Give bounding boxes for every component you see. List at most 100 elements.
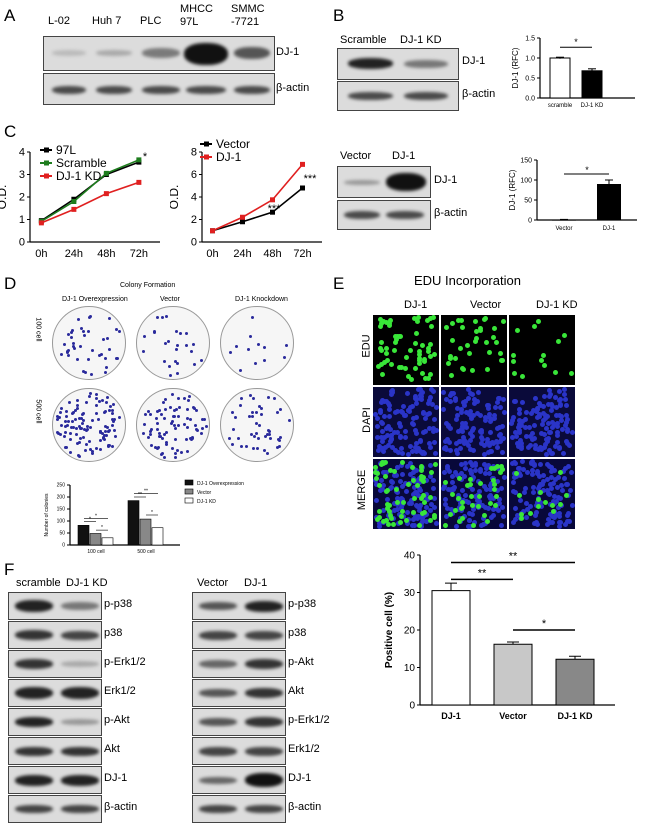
nucleus [541, 488, 547, 494]
y-tick-label: 20 [404, 625, 416, 636]
colony-dot [177, 424, 181, 428]
y-axis-label: O.D. [0, 185, 9, 210]
nucleus [562, 423, 568, 429]
bar [139, 518, 152, 546]
nucleus [517, 422, 523, 428]
nucleus [549, 408, 555, 414]
nucleus [518, 498, 524, 504]
nucleus [527, 434, 533, 440]
chart-d-colonies: 0 50 100 150 200 250 Number of colonies 100 cel… [44, 479, 244, 555]
nucleus [378, 399, 384, 405]
colony-dot [110, 408, 114, 412]
colony-dot [91, 452, 95, 456]
colony-dot [249, 335, 253, 339]
nucleus [543, 451, 549, 457]
x-tick-label: DJ-1 KD [557, 711, 593, 721]
row-label: β-actin [104, 801, 138, 813]
edu-cell [374, 470, 380, 476]
nucleus [460, 429, 466, 435]
nucleus [400, 502, 406, 508]
colony-dot [239, 445, 243, 449]
blot-strip [192, 737, 286, 765]
nucleus [386, 402, 392, 408]
edu-cell [423, 376, 429, 382]
sig-marker: ** [138, 492, 142, 498]
colony-dot [104, 365, 108, 369]
nucleus [413, 430, 419, 436]
colony-dot [173, 451, 177, 455]
edu-cell [394, 337, 400, 343]
data-point [71, 206, 77, 212]
edu-cell [421, 510, 427, 516]
nucleus [410, 416, 416, 422]
micrograph [509, 459, 575, 529]
nucleus [414, 396, 420, 402]
blot-strip [8, 621, 102, 649]
colony-dot [187, 395, 191, 399]
nucleus [455, 507, 461, 513]
nucleus [498, 439, 504, 445]
nucleus [541, 403, 547, 409]
nucleus [552, 394, 558, 400]
nucleus [459, 421, 465, 427]
edu-cell [500, 319, 506, 325]
edu-cell [452, 355, 458, 361]
x-tick-label: 72h [130, 248, 148, 260]
x-tick-label: DJ-1 [441, 711, 461, 721]
nucleus [413, 449, 419, 455]
colony-dot [150, 428, 154, 432]
nucleus [529, 460, 535, 466]
blot-strip [192, 795, 286, 823]
edu-cell [420, 370, 426, 376]
sig-marker: ** [478, 567, 487, 579]
nucleus [383, 444, 389, 450]
nucleus [488, 430, 494, 436]
nucleus [413, 445, 419, 451]
nucleus [566, 510, 572, 516]
band [199, 602, 237, 610]
bar [581, 70, 603, 99]
band [61, 630, 99, 640]
nucleus [475, 497, 481, 503]
colony-dish [220, 306, 294, 380]
nucleus [452, 395, 458, 401]
edu-cell [493, 339, 499, 345]
nucleus [490, 475, 496, 481]
edu-title: EDU Incorporation [414, 273, 521, 288]
colony-dot [175, 448, 179, 452]
y-tick-label: 4 [191, 192, 197, 204]
nucleus [545, 522, 551, 528]
y-tick-label: 1 [19, 214, 25, 226]
nucleus [379, 477, 385, 483]
edu-cell [518, 516, 524, 522]
nucleus [537, 400, 543, 406]
nucleus [515, 513, 521, 519]
nucleus [494, 505, 500, 511]
edu-cell [558, 470, 564, 476]
edu-cell [418, 464, 424, 470]
sig-marker: *** [304, 173, 318, 185]
colony-dot [115, 357, 119, 361]
nucleus [509, 434, 515, 440]
colony-dot [64, 415, 68, 419]
colony-dot [164, 315, 168, 319]
edu-cell [458, 345, 464, 351]
legend-label: Vector [216, 137, 250, 151]
nucleus [490, 496, 496, 502]
nucleus [384, 432, 390, 438]
blot-dj1-a [43, 36, 275, 71]
colony-dot [117, 416, 121, 420]
nucleus [374, 481, 380, 487]
legend-label: Vector [197, 490, 212, 496]
colony-dot [176, 344, 180, 348]
edu-cell [499, 464, 505, 470]
colony-dot [94, 397, 98, 401]
edu-cell [460, 367, 466, 373]
colony-dot [83, 427, 87, 431]
nucleus [443, 513, 449, 519]
colony-dot [263, 346, 267, 350]
sig-marker: * [151, 510, 153, 516]
edu-cell [427, 517, 433, 523]
nucleus [548, 469, 554, 475]
band [199, 746, 237, 756]
